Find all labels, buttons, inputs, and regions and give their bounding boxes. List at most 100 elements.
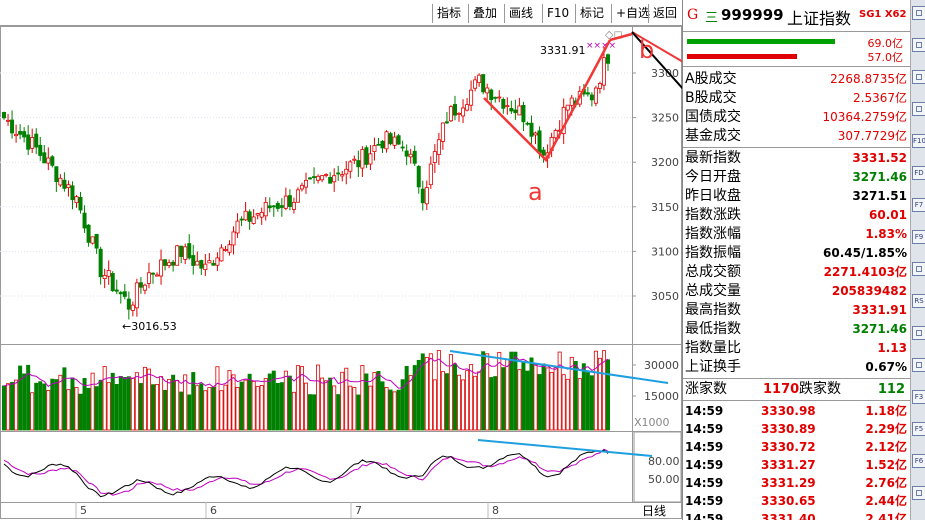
- price-axis-label: 3200: [651, 156, 679, 169]
- volume-bar: [134, 372, 139, 431]
- index-stat-value: 3331.52: [852, 151, 907, 165]
- side-pie-icon[interactable]: [912, 262, 925, 276]
- candle-up: [130, 304, 135, 311]
- volume-bar: [400, 379, 405, 431]
- index-stat-row: 最新指数 3331.52: [683, 149, 911, 168]
- candle-down: [279, 205, 284, 208]
- candle-down: [191, 255, 196, 266]
- volume-bar: [589, 375, 594, 431]
- volume-bar: [396, 389, 401, 431]
- menu-icon[interactable]: 三: [705, 11, 719, 26]
- volume-bar: [380, 381, 385, 431]
- side-f6-icon[interactable]: F6: [912, 454, 925, 468]
- side-ruler-icon[interactable]: [912, 326, 925, 340]
- app-logo-icon[interactable]: G: [687, 7, 699, 23]
- price-axis-label: 3250: [651, 112, 679, 125]
- overlay-button[interactable]: 叠加: [468, 4, 501, 23]
- mark-button[interactable]: 标记: [575, 4, 608, 23]
- side-edit-icon[interactable]: [912, 486, 925, 500]
- indicator-axis-label: 50.00: [648, 473, 680, 486]
- candle-up: [340, 174, 345, 177]
- f10-button[interactable]: F10: [542, 4, 573, 23]
- volume-bar: [275, 383, 280, 431]
- divider: [683, 400, 911, 401]
- draw-line-button[interactable]: 画线: [504, 4, 537, 23]
- add-watchlist-button[interactable]: +自选: [611, 4, 654, 23]
- volume-bar: [102, 366, 107, 431]
- candle-up: [283, 195, 288, 209]
- side-clock-icon[interactable]: [912, 38, 925, 52]
- volume-bar: [509, 351, 514, 431]
- volume-bar: [159, 376, 164, 431]
- stock-code: 999999: [721, 6, 784, 24]
- volume-bar: [412, 365, 417, 431]
- down-count-label: 跌家数: [799, 381, 841, 397]
- volume-bar: [187, 394, 192, 431]
- candle-up: [14, 133, 19, 137]
- side-f9-icon[interactable]: F9: [912, 230, 925, 244]
- candle-up: [219, 247, 224, 262]
- power-bars: 69.0亿 57.0亿: [683, 34, 911, 64]
- tick-row[interactable]: 14:59 3330.89 2.29亿: [683, 420, 911, 438]
- side-f3-icon[interactable]: F3: [912, 390, 925, 404]
- price-axis-label: 3150: [651, 201, 679, 214]
- candle-down: [247, 211, 252, 222]
- index-stat-label: 最新指数: [685, 150, 741, 166]
- candle-down: [34, 133, 39, 148]
- tick-row[interactable]: 14:59 3331.29 2.76亿: [683, 474, 911, 492]
- side-fd-icon[interactable]: FD: [912, 166, 925, 180]
- side-doc-icon[interactable]: [912, 6, 925, 20]
- index-stat-row: 最高指数 3331.91: [683, 301, 911, 320]
- tick-row[interactable]: 14:59 3330.72 2.12亿: [683, 438, 911, 456]
- volume-bar: [420, 353, 425, 431]
- volume-bar: [183, 374, 188, 431]
- volume-bar: [106, 382, 111, 431]
- candle-up: [102, 275, 107, 280]
- volume-axis-label: 30000: [644, 359, 679, 372]
- volume-bar: [416, 359, 421, 431]
- side-f5-icon[interactable]: F5: [912, 422, 925, 436]
- tick-time: 14:59: [685, 440, 724, 454]
- back-button[interactable]: 返回: [648, 4, 681, 23]
- tick-row[interactable]: 14:59 3331.40 2.41亿: [683, 510, 911, 520]
- volume-bar: [94, 386, 99, 431]
- volume-bar: [505, 358, 510, 431]
- candle-up: [215, 257, 220, 266]
- volume-bar: [22, 373, 27, 431]
- side-chart-icon[interactable]: [912, 70, 925, 84]
- candle-down: [82, 212, 87, 229]
- volume-bar: [114, 384, 119, 431]
- side-list-icon[interactable]: [912, 102, 925, 116]
- volume-bar: [207, 387, 212, 431]
- volume-bar: [211, 386, 216, 431]
- volume-bar: [54, 379, 59, 431]
- candle-up: [203, 263, 208, 271]
- volume-bar: [167, 378, 172, 431]
- candle-up: [295, 189, 300, 203]
- tick-row[interactable]: 14:59 3330.65 2.44亿: [683, 492, 911, 510]
- side-toolbar: F10 FD F7 F9 RS F3 F5 F6: [910, 0, 925, 520]
- candle-down: [521, 104, 526, 123]
- candle-down: [489, 89, 494, 101]
- turnover-label: B股成交: [685, 90, 737, 106]
- kline-chart[interactable]: 3300325032003150310030503000015000X10008…: [0, 0, 682, 520]
- tick-row[interactable]: 14:59 3330.98 1.18亿: [683, 402, 911, 420]
- candle-down: [126, 298, 131, 310]
- candle-down: [416, 166, 421, 188]
- volume-bar: [146, 368, 151, 431]
- volume-bar: [215, 366, 220, 431]
- tick-row[interactable]: 14:59 3331.27 1.52亿: [683, 456, 911, 474]
- side-rs-icon[interactable]: RS: [912, 294, 925, 308]
- side-doc-icon[interactable]: [912, 358, 925, 372]
- indicator-button[interactable]: 指标: [432, 4, 465, 23]
- volume-bar: [199, 383, 204, 431]
- index-stat-label: 指数振幅: [685, 245, 741, 261]
- candle-up: [436, 139, 441, 155]
- candle-down: [509, 108, 514, 112]
- side-f10-icon[interactable]: F10: [912, 134, 925, 148]
- tag-badge[interactable]: SG1 X62: [859, 9, 907, 20]
- tick-price: 3331.27: [761, 458, 816, 472]
- side-f7-icon[interactable]: F7: [912, 198, 925, 212]
- candle-up: [243, 210, 248, 221]
